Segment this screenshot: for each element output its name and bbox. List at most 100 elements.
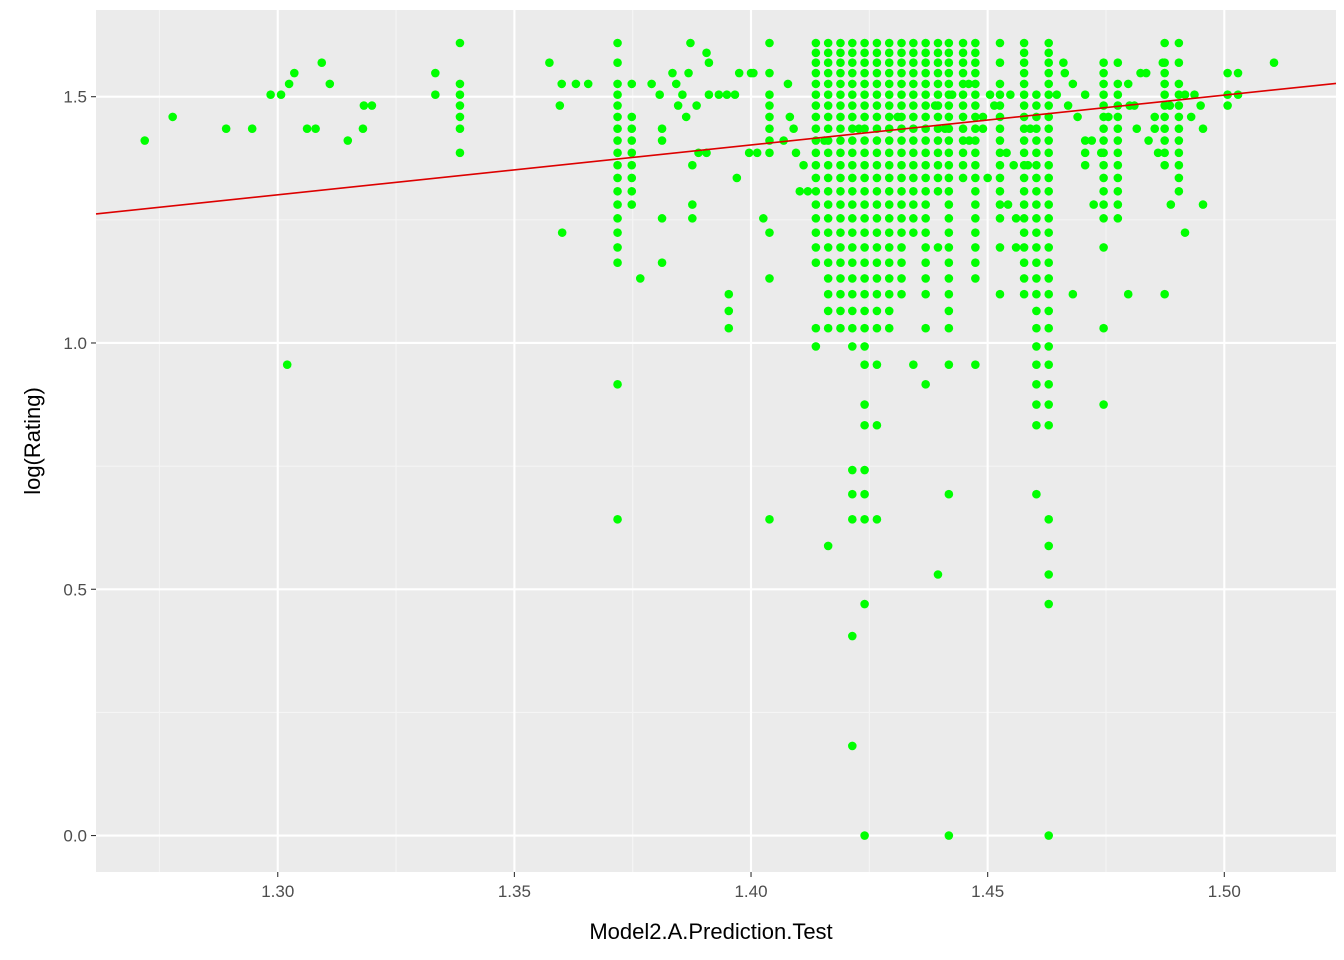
data-point bbox=[1019, 289, 1029, 299]
data-point bbox=[860, 228, 869, 237]
data-point bbox=[836, 90, 845, 100]
data-point bbox=[823, 306, 833, 316]
data-point bbox=[1160, 79, 1169, 89]
data-point bbox=[995, 289, 1005, 299]
data-point bbox=[995, 243, 1005, 252]
data-point bbox=[655, 90, 664, 100]
regression-line bbox=[95, 82, 1337, 215]
data-point bbox=[872, 160, 882, 170]
data-point bbox=[1099, 200, 1108, 209]
data-point bbox=[884, 306, 894, 316]
data-point bbox=[1233, 68, 1243, 78]
data-point bbox=[897, 186, 906, 196]
data-point bbox=[971, 243, 980, 252]
data-point bbox=[1032, 274, 1041, 283]
data-point bbox=[860, 306, 869, 316]
data-point bbox=[921, 274, 930, 283]
data-point bbox=[823, 289, 833, 299]
data-point bbox=[811, 90, 821, 100]
data-point bbox=[823, 90, 833, 100]
data-point bbox=[860, 400, 869, 409]
data-point bbox=[884, 112, 894, 122]
data-point bbox=[811, 148, 821, 158]
data-point bbox=[1032, 258, 1041, 267]
data-point bbox=[884, 173, 894, 183]
data-point bbox=[811, 214, 821, 223]
data-point bbox=[734, 68, 744, 78]
data-point bbox=[1019, 200, 1029, 209]
data-point bbox=[1160, 148, 1169, 158]
data-point bbox=[897, 258, 906, 267]
data-point bbox=[848, 214, 857, 223]
x-tick-label: 1.35 bbox=[498, 882, 531, 901]
data-point bbox=[860, 274, 869, 283]
data-point bbox=[933, 90, 943, 100]
data-point bbox=[836, 68, 845, 78]
data-point bbox=[668, 68, 677, 78]
data-point bbox=[947, 90, 957, 100]
data-point bbox=[995, 200, 1005, 209]
data-point bbox=[971, 79, 980, 89]
data-point bbox=[1186, 112, 1196, 122]
data-point bbox=[811, 200, 821, 209]
data-point bbox=[933, 148, 943, 158]
data-point bbox=[909, 173, 918, 183]
data-point bbox=[555, 101, 565, 110]
data-point bbox=[897, 38, 906, 48]
data-point bbox=[944, 160, 954, 170]
data-point bbox=[897, 58, 906, 68]
data-point bbox=[944, 360, 954, 369]
data-point bbox=[1044, 258, 1054, 267]
data-point bbox=[1044, 380, 1054, 389]
data-point bbox=[1032, 489, 1041, 499]
data-point bbox=[686, 38, 695, 48]
data-point bbox=[958, 48, 968, 58]
data-point bbox=[1160, 160, 1169, 170]
data-point bbox=[1113, 186, 1123, 196]
data-point bbox=[860, 342, 869, 351]
data-point bbox=[848, 342, 857, 351]
data-point bbox=[1044, 58, 1054, 68]
data-point bbox=[455, 79, 465, 89]
data-point bbox=[971, 173, 980, 183]
data-point bbox=[678, 90, 687, 100]
data-point bbox=[897, 200, 906, 209]
data-point bbox=[995, 38, 1005, 48]
data-point bbox=[860, 243, 869, 252]
data-point bbox=[1099, 90, 1108, 100]
data-point bbox=[811, 68, 821, 78]
data-point bbox=[848, 160, 857, 170]
data-point bbox=[944, 214, 954, 223]
data-point bbox=[860, 136, 869, 145]
data-point bbox=[897, 289, 906, 299]
data-point bbox=[613, 101, 622, 110]
data-point bbox=[983, 173, 992, 183]
data-point bbox=[1002, 148, 1011, 158]
data-point bbox=[671, 79, 681, 89]
data-point bbox=[1113, 58, 1123, 68]
data-point bbox=[921, 186, 930, 196]
data-point bbox=[613, 58, 622, 68]
data-point bbox=[872, 420, 882, 430]
data-point bbox=[944, 200, 954, 209]
data-point bbox=[613, 173, 622, 183]
data-point bbox=[1044, 38, 1054, 48]
data-point bbox=[995, 112, 1005, 122]
data-point bbox=[872, 112, 882, 122]
data-point bbox=[971, 186, 980, 196]
data-point bbox=[995, 173, 1005, 183]
data-point bbox=[752, 148, 762, 158]
data-point bbox=[971, 124, 980, 134]
data-point bbox=[789, 124, 798, 134]
data-point bbox=[1099, 400, 1108, 409]
data-point bbox=[1099, 214, 1108, 223]
data-point bbox=[627, 112, 637, 122]
data-point bbox=[921, 214, 930, 223]
data-point bbox=[944, 79, 954, 89]
data-point bbox=[1099, 136, 1108, 145]
data-point bbox=[848, 186, 857, 196]
data-point bbox=[848, 173, 857, 183]
data-point bbox=[765, 274, 774, 283]
data-point bbox=[1019, 148, 1029, 158]
data-point bbox=[836, 58, 845, 68]
